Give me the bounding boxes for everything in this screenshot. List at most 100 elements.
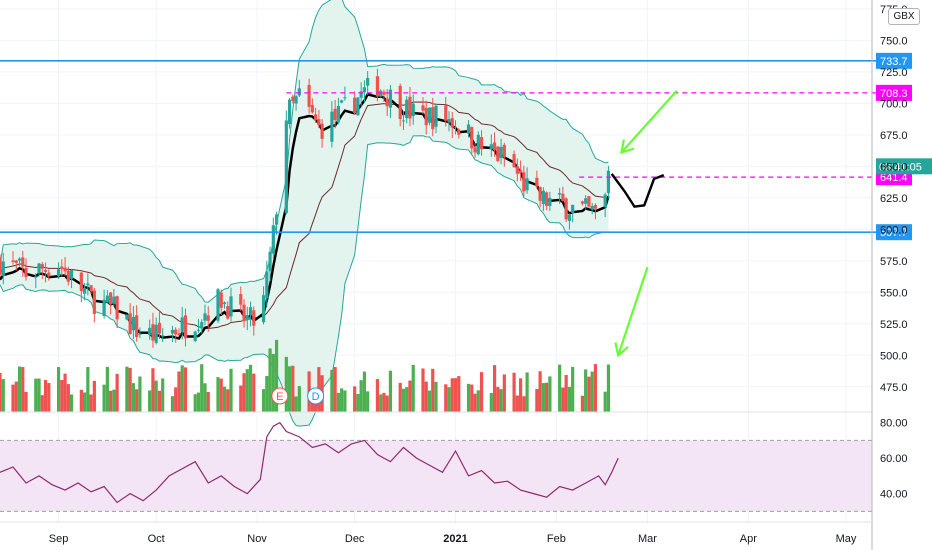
candle-body xyxy=(385,98,389,107)
volume-bar xyxy=(492,365,497,412)
candle-body xyxy=(375,76,380,97)
volume-bar xyxy=(330,369,334,412)
candle-body xyxy=(148,327,152,336)
candle-body xyxy=(590,206,594,210)
volume-bar xyxy=(398,382,402,412)
volume-bar xyxy=(401,388,406,412)
volume-bar xyxy=(379,394,383,412)
rsi-tick-label: 40.00 xyxy=(880,489,908,501)
candle-body xyxy=(444,105,448,121)
candle-body xyxy=(92,290,96,314)
candle-body xyxy=(89,285,93,292)
level-label: 733.7 xyxy=(880,56,908,68)
candle-body xyxy=(538,186,542,201)
candle-body xyxy=(1,261,5,276)
candle-body xyxy=(479,137,484,150)
volume-bar xyxy=(356,393,360,412)
volume-bar xyxy=(584,369,588,412)
volume-bar xyxy=(219,378,223,412)
volume-bar xyxy=(229,368,233,412)
candle-body xyxy=(496,146,500,162)
volume-bar xyxy=(512,372,516,412)
price-tick-label: 550.0 xyxy=(880,287,908,299)
volume-bar xyxy=(479,372,484,412)
candle-body xyxy=(336,105,340,123)
candle-body xyxy=(24,267,28,277)
volume-bar xyxy=(135,389,139,412)
volume-bar xyxy=(580,395,585,412)
volume-bar xyxy=(489,393,493,412)
volume-bar xyxy=(11,384,15,412)
volume-bar xyxy=(183,367,188,412)
price-tick-label: 500.0 xyxy=(880,350,908,362)
candle-body xyxy=(206,315,210,321)
currency-label[interactable]: GBX xyxy=(888,8,920,25)
candle-body xyxy=(11,260,15,262)
candle-body xyxy=(603,194,607,208)
candle-body xyxy=(271,225,275,254)
level-tag xyxy=(876,52,912,69)
candle-body xyxy=(294,96,298,104)
candle-body xyxy=(56,269,61,277)
candle-body xyxy=(310,105,314,113)
price-tick-label: 625.0 xyxy=(880,193,908,205)
time-tick-label: Sep xyxy=(49,533,69,545)
candle-body xyxy=(450,118,454,128)
volume-bar xyxy=(518,378,523,412)
volume-bar xyxy=(92,380,96,412)
volume-bar xyxy=(362,371,367,412)
candle-body xyxy=(421,105,425,111)
candle-body xyxy=(499,146,503,159)
volume-bar xyxy=(287,366,292,412)
candle-body xyxy=(379,90,383,97)
candle-body xyxy=(239,294,243,305)
candle-body xyxy=(411,103,415,117)
volume-bar xyxy=(567,386,572,412)
volume-bar xyxy=(47,383,51,412)
candle-body xyxy=(47,272,51,277)
volume-bar xyxy=(297,386,301,412)
volume-bar xyxy=(14,381,18,412)
price-tick-label: 650.0 xyxy=(880,161,908,173)
green-arrow-lower xyxy=(617,266,649,356)
green-arrow-lower-head xyxy=(614,342,629,358)
volume-bar xyxy=(473,393,477,412)
price-tick-label: 475.0 xyxy=(880,382,908,394)
candle-body xyxy=(226,306,230,319)
volume-bar xyxy=(466,383,471,412)
green-arrow-upper xyxy=(620,89,678,154)
event-letter: D xyxy=(312,391,320,403)
volume-bar xyxy=(105,366,109,412)
candle-body xyxy=(466,124,471,134)
volume-bar xyxy=(63,373,67,412)
volume-bar xyxy=(476,390,480,412)
price-tick-label: 700.0 xyxy=(880,98,908,110)
candle-body xyxy=(274,214,279,225)
candle-body xyxy=(229,296,233,317)
volume-bar xyxy=(548,376,552,412)
candle-body xyxy=(356,97,360,116)
volume-bar xyxy=(239,385,243,412)
candle-body xyxy=(457,129,461,135)
candle-body xyxy=(252,310,256,326)
volume-bar xyxy=(353,386,357,412)
volume-bar xyxy=(203,383,207,412)
candle-body xyxy=(14,260,18,263)
candle-body xyxy=(567,214,572,222)
candle-body xyxy=(216,289,220,321)
candle-body xyxy=(0,257,2,275)
volume-bar xyxy=(242,373,246,412)
candle-body xyxy=(398,85,402,119)
candle-body xyxy=(222,302,227,305)
price-tick-label: 600.0 xyxy=(880,224,908,236)
volume-bar xyxy=(17,366,22,412)
volume-bar xyxy=(587,376,591,412)
candle-body xyxy=(580,201,585,204)
candle-body xyxy=(287,99,292,125)
volume-bar xyxy=(291,365,295,412)
volume-bar xyxy=(128,367,132,412)
candle-body xyxy=(359,91,363,98)
time-tick-label: Apr xyxy=(740,533,757,545)
